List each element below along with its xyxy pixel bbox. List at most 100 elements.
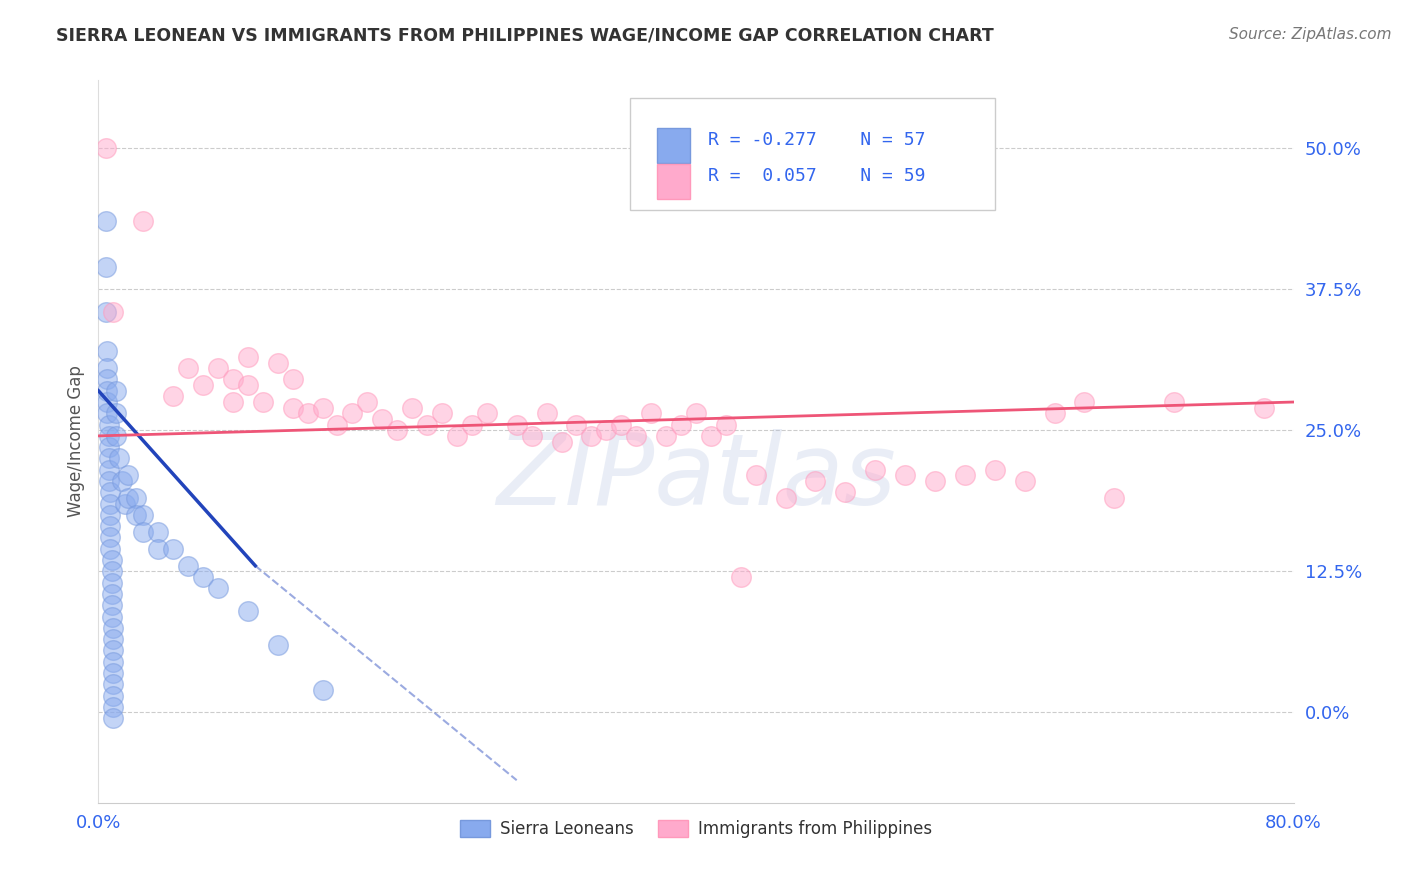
Point <box>98 508 122 522</box>
Text: SIERRA LEONEAN VS IMMIGRANTS FROM PHILIPPINES WAGE/INCOME GAP CORRELATION CHART: SIERRA LEONEAN VS IMMIGRANTS FROM PHILIP… <box>56 27 994 45</box>
Point <box>1073 395 1095 409</box>
Point <box>1014 474 1036 488</box>
Text: ZIPatlas: ZIPatlas <box>496 429 896 526</box>
Point <box>745 468 768 483</box>
Point <box>101 599 124 613</box>
Point <box>894 468 917 483</box>
Point <box>834 485 856 500</box>
Point <box>148 541 170 556</box>
Point <box>103 665 125 680</box>
Point <box>103 643 125 657</box>
Point <box>236 604 259 618</box>
Point <box>103 304 125 318</box>
Point <box>162 389 184 403</box>
Point <box>191 570 214 584</box>
Point <box>96 372 118 386</box>
Point <box>222 395 245 409</box>
Point <box>97 429 120 443</box>
Point <box>461 417 484 432</box>
Point <box>775 491 797 505</box>
Point <box>94 214 117 228</box>
Point <box>96 344 118 359</box>
Point <box>626 429 648 443</box>
Point <box>125 491 148 505</box>
Point <box>385 423 409 437</box>
Point <box>177 558 200 573</box>
Point <box>96 384 118 398</box>
Point <box>98 531 122 545</box>
Point <box>371 412 394 426</box>
Point <box>700 429 723 443</box>
Point <box>356 395 378 409</box>
Point <box>565 417 588 432</box>
Point <box>236 350 259 364</box>
Point <box>105 384 128 398</box>
Text: R =  0.057    N = 59: R = 0.057 N = 59 <box>709 168 925 186</box>
FancyBboxPatch shape <box>657 128 690 162</box>
Point <box>101 553 124 567</box>
Point <box>103 655 125 669</box>
Point <box>162 541 184 556</box>
Point <box>267 638 290 652</box>
Point <box>132 508 155 522</box>
Point <box>267 355 290 369</box>
Point <box>655 429 678 443</box>
Point <box>953 468 976 483</box>
Point <box>506 417 529 432</box>
Point <box>108 451 131 466</box>
Point <box>536 406 558 420</box>
Point <box>191 378 214 392</box>
Point <box>117 491 139 505</box>
Point <box>326 417 349 432</box>
Point <box>125 508 148 522</box>
Point <box>430 406 453 420</box>
Point <box>669 417 692 432</box>
Y-axis label: Wage/Income Gap: Wage/Income Gap <box>66 366 84 517</box>
FancyBboxPatch shape <box>657 164 690 199</box>
Point <box>101 587 124 601</box>
Point <box>610 417 633 432</box>
Point <box>581 429 603 443</box>
Point <box>177 361 200 376</box>
Point <box>96 361 118 376</box>
Point <box>97 440 120 454</box>
Point <box>401 401 423 415</box>
Point <box>520 429 543 443</box>
Point <box>103 699 125 714</box>
Point <box>550 434 572 449</box>
Point <box>281 401 304 415</box>
Point <box>865 463 887 477</box>
Point <box>1043 406 1066 420</box>
Point <box>103 689 125 703</box>
Point <box>685 406 707 420</box>
Point <box>236 378 259 392</box>
Point <box>446 429 468 443</box>
Point <box>97 417 120 432</box>
Point <box>98 519 122 533</box>
Legend: Sierra Leoneans, Immigrants from Philippines: Sierra Leoneans, Immigrants from Philipp… <box>453 814 939 845</box>
Point <box>98 497 122 511</box>
Point <box>207 361 229 376</box>
Point <box>103 621 125 635</box>
Point <box>132 524 155 539</box>
Point <box>105 429 128 443</box>
Point <box>111 474 134 488</box>
Point <box>101 565 124 579</box>
Point <box>595 423 617 437</box>
Point <box>96 406 118 420</box>
Point <box>148 524 170 539</box>
Point <box>97 451 120 466</box>
Point <box>1163 395 1185 409</box>
Point <box>342 406 364 420</box>
FancyBboxPatch shape <box>630 98 995 211</box>
Point <box>98 541 122 556</box>
Point <box>640 406 662 420</box>
Point <box>97 474 120 488</box>
Point <box>103 711 125 725</box>
Point <box>117 468 139 483</box>
Point <box>97 463 120 477</box>
Point <box>804 474 827 488</box>
Point <box>252 395 274 409</box>
Point <box>96 395 118 409</box>
Point <box>103 632 125 646</box>
